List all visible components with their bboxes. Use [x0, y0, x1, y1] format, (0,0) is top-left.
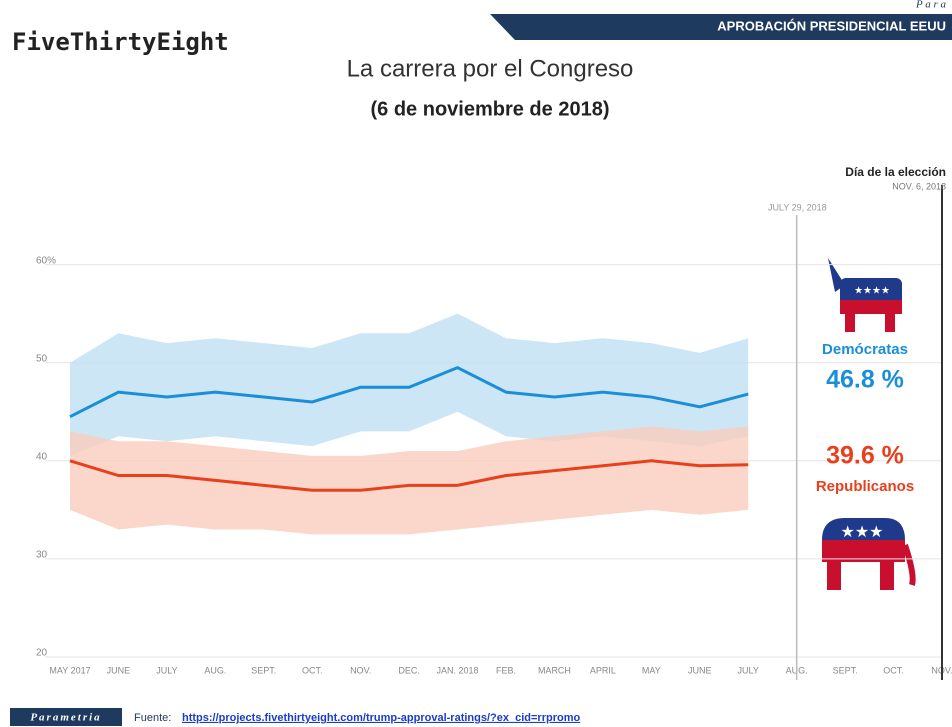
democrat-icon: ★★★★ — [828, 258, 902, 332]
x-tick-label: AUG. — [204, 665, 226, 675]
plot: 20 30 40 50 60% MAY 2017 JUNE JULY AUG. SEPT. OCT.… — [36, 255, 952, 675]
x-tick-label: SEPT. — [251, 665, 276, 675]
brand: FiveThirtyEight — [12, 28, 229, 56]
y-tick-label: 50 — [36, 353, 48, 364]
x-tick-label: FEB. — [496, 665, 516, 675]
current-value: 39.6 % — [826, 442, 904, 470]
footer-brand-box — [10, 708, 122, 726]
x-tick-label: SEPT. — [833, 665, 858, 675]
x-tick-label: MAY — [642, 665, 661, 675]
corner-text: P a r a — [915, 0, 947, 11]
x-tick-label: OCT. — [302, 665, 323, 675]
band — [70, 313, 749, 456]
source-label: Fuente: — [134, 712, 171, 724]
line — [69, 365, 749, 419]
x-tick-label: JULY — [738, 665, 759, 675]
x-tick-label: JUNE — [107, 665, 131, 675]
source-link[interactable]: https://projects.fivethirtyeight.com/tru… — [182, 712, 580, 724]
annotation-date: NOV. 6, 2018 — [892, 181, 946, 191]
svg-text:★★★★: ★★★★ — [854, 286, 890, 297]
legend-label: Demócratas — [822, 341, 908, 358]
y-tick-label: 30 — [36, 550, 48, 561]
banner-text: APROBACIÓN PRESIDENCIAL EEUU — [717, 18, 946, 33]
x-tick-label: DEC. — [398, 665, 420, 675]
x-tick-label: MARCH — [538, 665, 571, 675]
x-tick-label: APRIL — [590, 665, 616, 675]
republican-icon: ★★★ — [822, 518, 916, 590]
banner-bar — [490, 14, 952, 40]
chart-title: La carrera por el Congreso — [347, 55, 634, 82]
x-tick-label: MAY 2017 — [49, 665, 90, 675]
legend-label: Republicanos — [816, 478, 914, 495]
y-tick-label: 20 — [36, 648, 48, 659]
annotation: JULY 29, 2018 — [768, 202, 827, 212]
svg-text:★★★: ★★★ — [840, 524, 883, 541]
current-value: 46.8 % — [826, 366, 904, 394]
y-tick-label: 60% — [36, 255, 56, 266]
x-tick-label: JUNE — [688, 665, 712, 675]
x-tick-label: OCT. — [883, 665, 904, 675]
chart-subtitle: (6 de noviembre de 2018) — [371, 98, 610, 120]
x-tick-label: NOV. — [350, 665, 371, 675]
x-tick-label: JULY — [156, 665, 177, 675]
y-tick-label: 40 — [36, 451, 48, 462]
x-tick-label: JAN. 2018 — [437, 665, 479, 675]
line — [69, 459, 749, 492]
annotation: Día de la elección — [845, 165, 946, 179]
band — [70, 426, 749, 535]
footer-brand: Parametria — [30, 712, 101, 724]
